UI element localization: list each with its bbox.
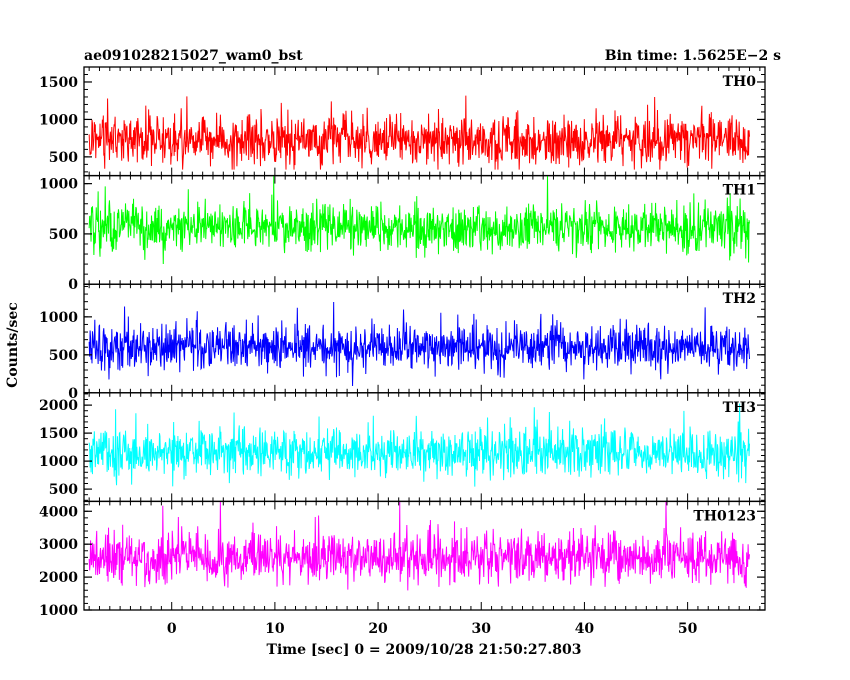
x-axis-label: Time [sec] 0 = 2009/10/28 21:50:27.803 bbox=[267, 642, 582, 658]
y-tick-label: 1000 bbox=[39, 112, 78, 128]
y-tick-label: 500 bbox=[49, 227, 78, 243]
panel-frame bbox=[83, 500, 766, 611]
y-tick-label: 500 bbox=[49, 348, 78, 364]
y-tick-label: 1000 bbox=[39, 603, 78, 619]
panel-th3: 500 1000 1500 2000 TH3 bbox=[39, 392, 766, 503]
series-line-th3 bbox=[88, 403, 751, 487]
panel-th2: 0 500 1000 TH2 bbox=[39, 283, 766, 402]
series-line-th2 bbox=[88, 302, 751, 387]
x-tick-label: 0 bbox=[167, 621, 177, 637]
x-axis: 0 10 20 30 40 50 bbox=[167, 621, 698, 637]
y-tick-label: 1500 bbox=[39, 75, 78, 91]
y-tick-label: 2000 bbox=[39, 398, 78, 414]
panel-label: TH0123 bbox=[693, 508, 756, 524]
x-tick-label: 30 bbox=[472, 621, 492, 637]
x-tick-label: 50 bbox=[678, 621, 698, 637]
x-tick-label: 20 bbox=[368, 621, 388, 637]
x-tick-label: 40 bbox=[575, 621, 595, 637]
series-line-th0 bbox=[88, 95, 751, 170]
panel-label: TH1 bbox=[723, 183, 756, 199]
y-tick-label: 1000 bbox=[39, 454, 78, 470]
y-tick-label: 500 bbox=[49, 482, 78, 498]
y-tick-label: 1000 bbox=[39, 310, 78, 326]
y-tick-label: 1500 bbox=[39, 426, 78, 442]
series-line-th0123 bbox=[88, 501, 751, 591]
y-tick-label: 2000 bbox=[39, 570, 78, 586]
y-tick-label: 3000 bbox=[39, 537, 78, 553]
y-tick-label: 0 bbox=[68, 386, 78, 402]
bin-time-label: Bin time: 1.5625E−2 s bbox=[605, 48, 781, 64]
panel-label: TH3 bbox=[723, 400, 756, 416]
chart-title: ae091028215027_wam0_bst bbox=[84, 48, 303, 64]
y-tick-label: 1000 bbox=[39, 177, 78, 193]
panel-label: TH2 bbox=[723, 291, 756, 307]
y-tick-label: 500 bbox=[49, 150, 78, 166]
panel-th1: 0 500 1000 TH1 bbox=[39, 174, 766, 293]
y-tick-label: 4000 bbox=[39, 504, 78, 520]
series-line-th1 bbox=[88, 175, 751, 265]
panel-th0123: 1000 2000 3000 4000 TH0123 bbox=[39, 500, 766, 619]
panel-th0: 500 1000 1500 TH0 bbox=[39, 66, 766, 177]
panel-label: TH0 bbox=[723, 74, 757, 90]
y-axis-label: Counts/sec bbox=[5, 302, 21, 388]
panels-group: 500 1000 1500 TH0 0 500 1000 TH1 0 500 1000 TH2 500 1… bbox=[39, 66, 766, 619]
y-tick-label: 0 bbox=[68, 277, 78, 293]
x-tick-label: 10 bbox=[265, 621, 285, 637]
